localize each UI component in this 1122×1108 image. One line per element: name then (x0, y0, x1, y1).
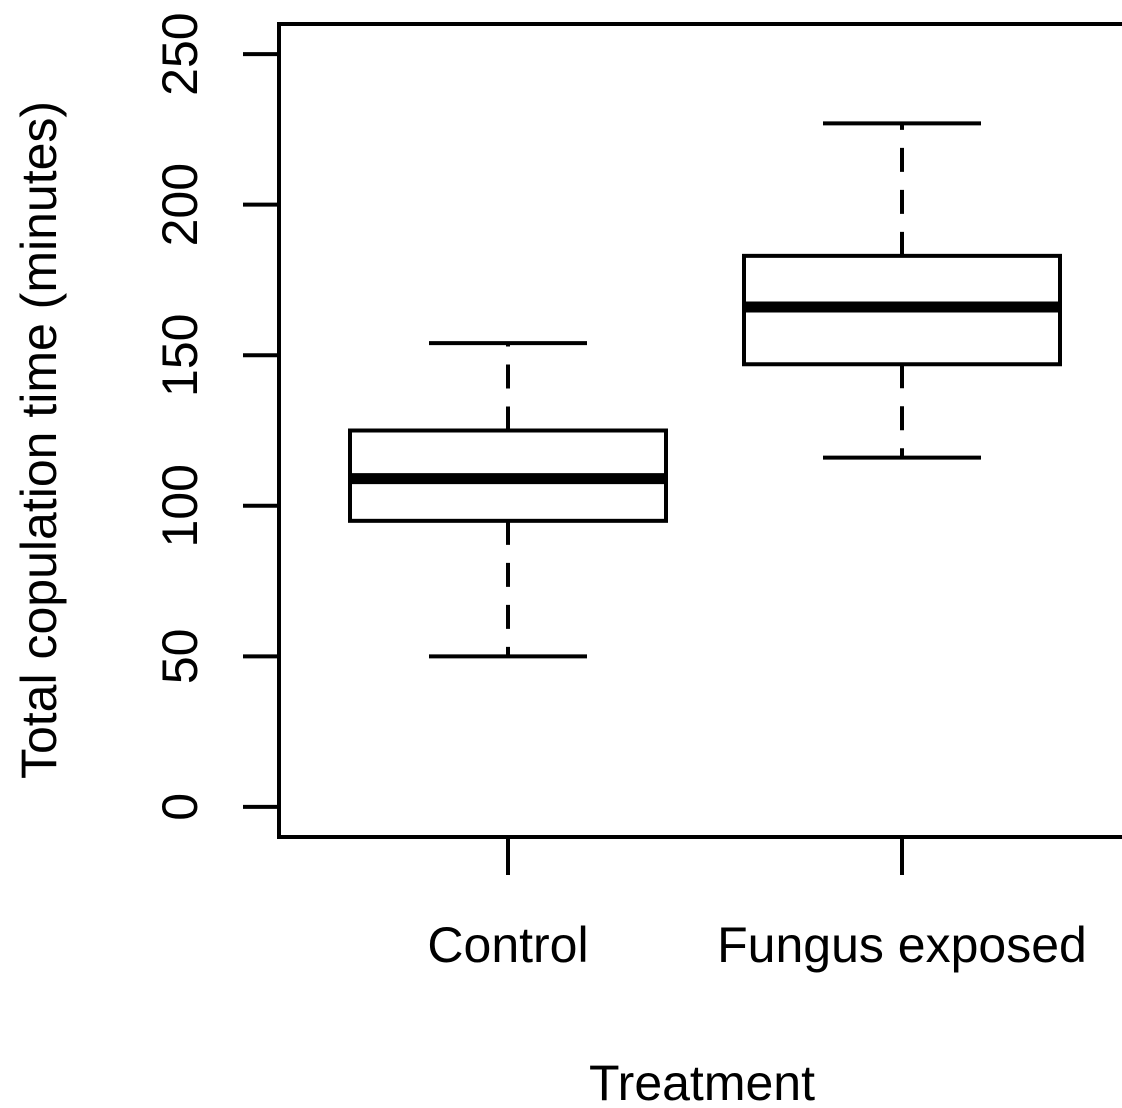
y-axis: 0 50 100 150 200 250 (152, 12, 279, 821)
box-group (348, 341, 668, 659)
y-tick-label: 50 (152, 629, 208, 685)
x-category-label: Fungus exposed (717, 917, 1087, 973)
y-tick-label: 0 (152, 793, 208, 821)
x-axis-title: Treatment (589, 1055, 815, 1108)
plot-border (277, 22, 1122, 839)
y-axis-title: Total copulation time (minutes) (11, 101, 67, 779)
boxes (348, 121, 1062, 659)
x-category-label: Control (427, 917, 588, 973)
x-axis: Control Fungus exposed (427, 837, 1087, 973)
y-tick-label: 150 (152, 314, 208, 397)
plot-frame (277, 22, 1122, 839)
y-tick-label: 200 (152, 163, 208, 246)
box-group (742, 121, 1062, 460)
y-tick-label: 100 (152, 464, 208, 547)
y-tick-label: 250 (152, 12, 208, 95)
